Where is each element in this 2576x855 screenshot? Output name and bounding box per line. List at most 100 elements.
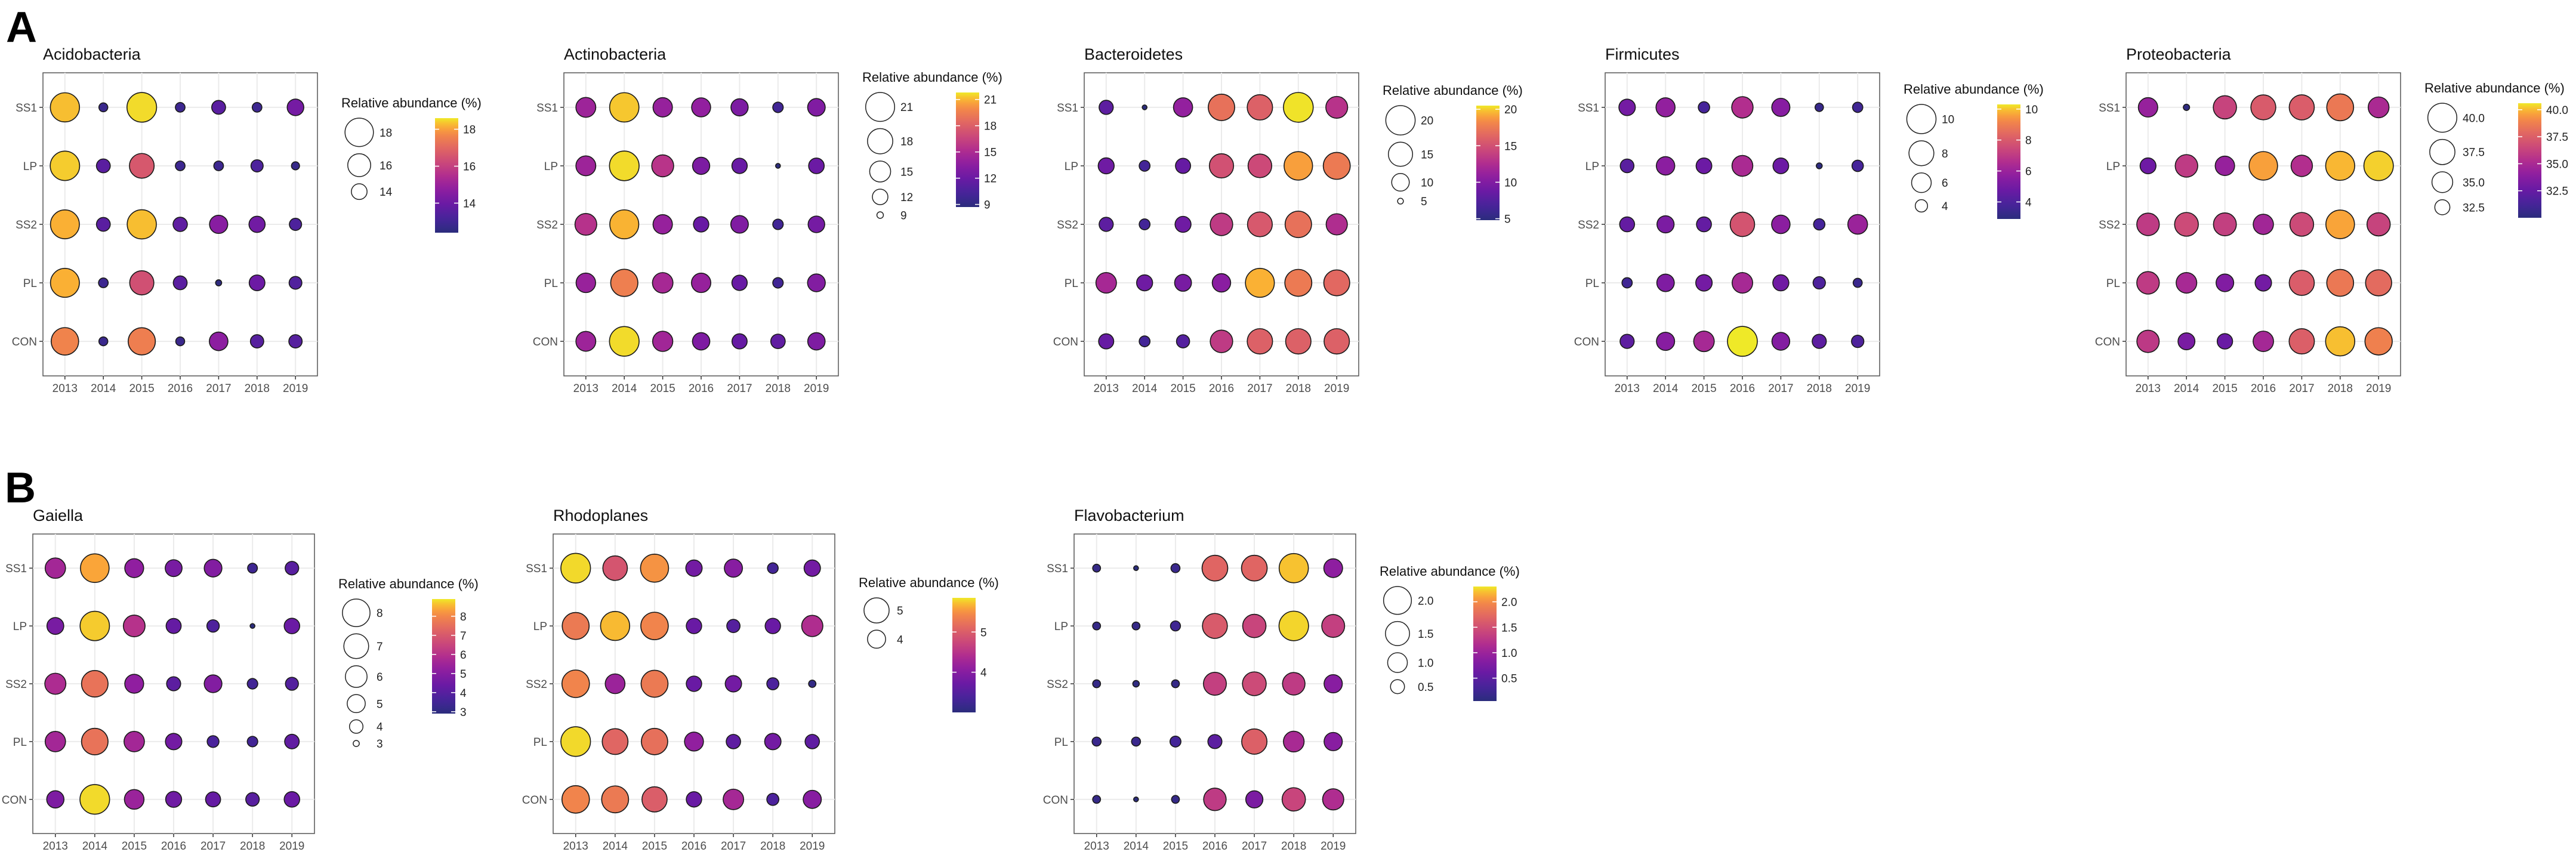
bubble-lp-2017 (726, 619, 741, 633)
bubble-ss2-2015 (127, 209, 157, 240)
bubble-ss2-2019 (285, 677, 299, 691)
bubble-ss1-2014 (98, 102, 109, 113)
size-legend-label: 4 (377, 721, 383, 734)
bubble-pl-2014 (1131, 736, 1142, 747)
bubble-pl-2017 (726, 734, 741, 749)
y-tick-label: LP (13, 621, 27, 633)
x-tick-label: 2019 (279, 840, 304, 853)
colorbar-label: 1.0 (1501, 647, 1517, 660)
bubble-ss2-2015 (652, 214, 673, 234)
bubble-ss2-2013 (44, 672, 67, 695)
bubble-ss2-2013 (1099, 217, 1114, 232)
bubble-lp-2013 (562, 612, 590, 640)
x-tick-label: 2018 (245, 382, 270, 395)
bubble-pl-2018 (248, 274, 266, 292)
x-tick-label: 2017 (727, 382, 752, 395)
x-tick-label: 2014 (612, 382, 637, 395)
bubble-con-2014 (1656, 332, 1676, 351)
bubble-ss1-2017 (1241, 554, 1268, 582)
y-tick-label: SS1 (2099, 102, 2120, 115)
bubble-lp-2013 (1092, 621, 1102, 631)
size-legend-key (1385, 105, 1416, 135)
bubble-ss2-2015 (1171, 679, 1180, 689)
size-legend-key (351, 183, 368, 200)
bubble-ss1-2017 (730, 98, 749, 117)
bubble-con-2018 (766, 792, 780, 806)
bubble-ss2-2016 (1210, 212, 1233, 236)
size-legend-key (1397, 197, 1404, 205)
bubble-lp-2014 (1131, 621, 1141, 631)
bubble-pl-2016 (691, 273, 711, 294)
y-tick-label: SS1 (1047, 563, 1068, 575)
size-legend-key (1906, 104, 1937, 134)
bubble-con-2018 (2325, 326, 2356, 357)
bubble-pl-2018 (1284, 268, 1313, 297)
bubble-ss1-2018 (1815, 103, 1824, 112)
y-tick-label: SS2 (1578, 219, 1599, 232)
bubble-pl-2019 (288, 276, 303, 290)
size-legend-label: 4 (897, 634, 903, 646)
bubble-pl-2014 (81, 727, 109, 755)
bubble-ss2-2016 (166, 676, 181, 692)
x-tick-label: 2018 (2328, 382, 2353, 395)
x-tick-label: 2016 (681, 840, 707, 853)
bubble-con-2015 (2216, 333, 2233, 350)
bubble-ss1-2014 (1655, 97, 1676, 118)
bubble-ss1-2015 (126, 92, 158, 123)
bubble-con-2018 (1285, 328, 1312, 355)
size-legend-key (353, 740, 360, 747)
size-legend-key (863, 597, 890, 623)
bubble-lp-2014 (1655, 156, 1676, 176)
y-tick-label: SS2 (5, 678, 27, 691)
colorbar (956, 92, 979, 207)
bubble-ss2-2019 (2366, 212, 2391, 237)
colorbar-label: 9 (984, 199, 991, 212)
x-tick-label: 2019 (1845, 382, 1870, 395)
bubble-ss1-2013 (560, 552, 591, 584)
x-tick-label: 2018 (1281, 840, 1306, 853)
bubble-ss1-2015 (1698, 101, 1710, 114)
bubble-ss1-2013 (50, 92, 81, 123)
bubble-lp-2019 (808, 158, 825, 174)
bubble-con-2015 (1693, 331, 1715, 353)
bubble-pl-2016 (1207, 734, 1223, 749)
bubble-ss2-2017 (1771, 214, 1791, 234)
y-tick-label: PL (1065, 277, 1078, 290)
colorbar-label: 4 (980, 667, 987, 680)
size-legend-key (1908, 140, 1935, 166)
panel-title: Proteobacteria (2126, 45, 2232, 63)
panel-title: Actinobacteria (564, 45, 667, 63)
x-tick-label: 2015 (2212, 382, 2237, 395)
y-tick-label: LP (23, 160, 37, 173)
x-tick-label: 2015 (1163, 840, 1188, 853)
x-tick-label: 2018 (240, 840, 265, 853)
bubble-ss1-2019 (2367, 96, 2390, 119)
bubble-pl-2013 (575, 272, 596, 294)
bubble-con-2018 (1812, 334, 1827, 349)
bubble-ss2-2018 (248, 215, 266, 233)
panel-gaiella: Gaiella 2013 2014 2015 2016 2017 2018 2019 SS1 LP… (2, 507, 479, 853)
bubble-con-2018 (245, 792, 260, 807)
bubble-lp-2017 (213, 160, 224, 171)
bubble-pl-2019 (804, 734, 820, 749)
bubble-ss1-2017 (211, 100, 226, 115)
colorbar-label: 10 (1504, 177, 1517, 189)
bubble-ss2-2015 (2213, 212, 2237, 236)
y-tick-label: CON (522, 794, 547, 807)
size-legend-label: 35.0 (2463, 177, 2485, 189)
bubble-lp-2016 (165, 618, 182, 634)
panel-letter-b: B (5, 464, 36, 512)
y-tick-label: PL (533, 736, 547, 749)
legend-title: Relative abundance (%) (338, 576, 479, 591)
bubble-ss2-2014 (1132, 680, 1140, 688)
size-legend-label: 18 (380, 127, 392, 140)
bubble-con-2017 (723, 788, 745, 810)
bubble-ss1-2013 (1092, 563, 1102, 573)
size-legend-label: 7 (377, 641, 383, 653)
bubble-con-2014 (79, 784, 110, 815)
colorbar-label: 40.0 (2546, 104, 2568, 117)
y-tick-label: CON (2, 794, 27, 807)
bubble-ss2-2018 (246, 678, 258, 690)
bubble-ss1-2014 (1133, 565, 1139, 572)
bubble-pl-2014 (2176, 271, 2198, 294)
